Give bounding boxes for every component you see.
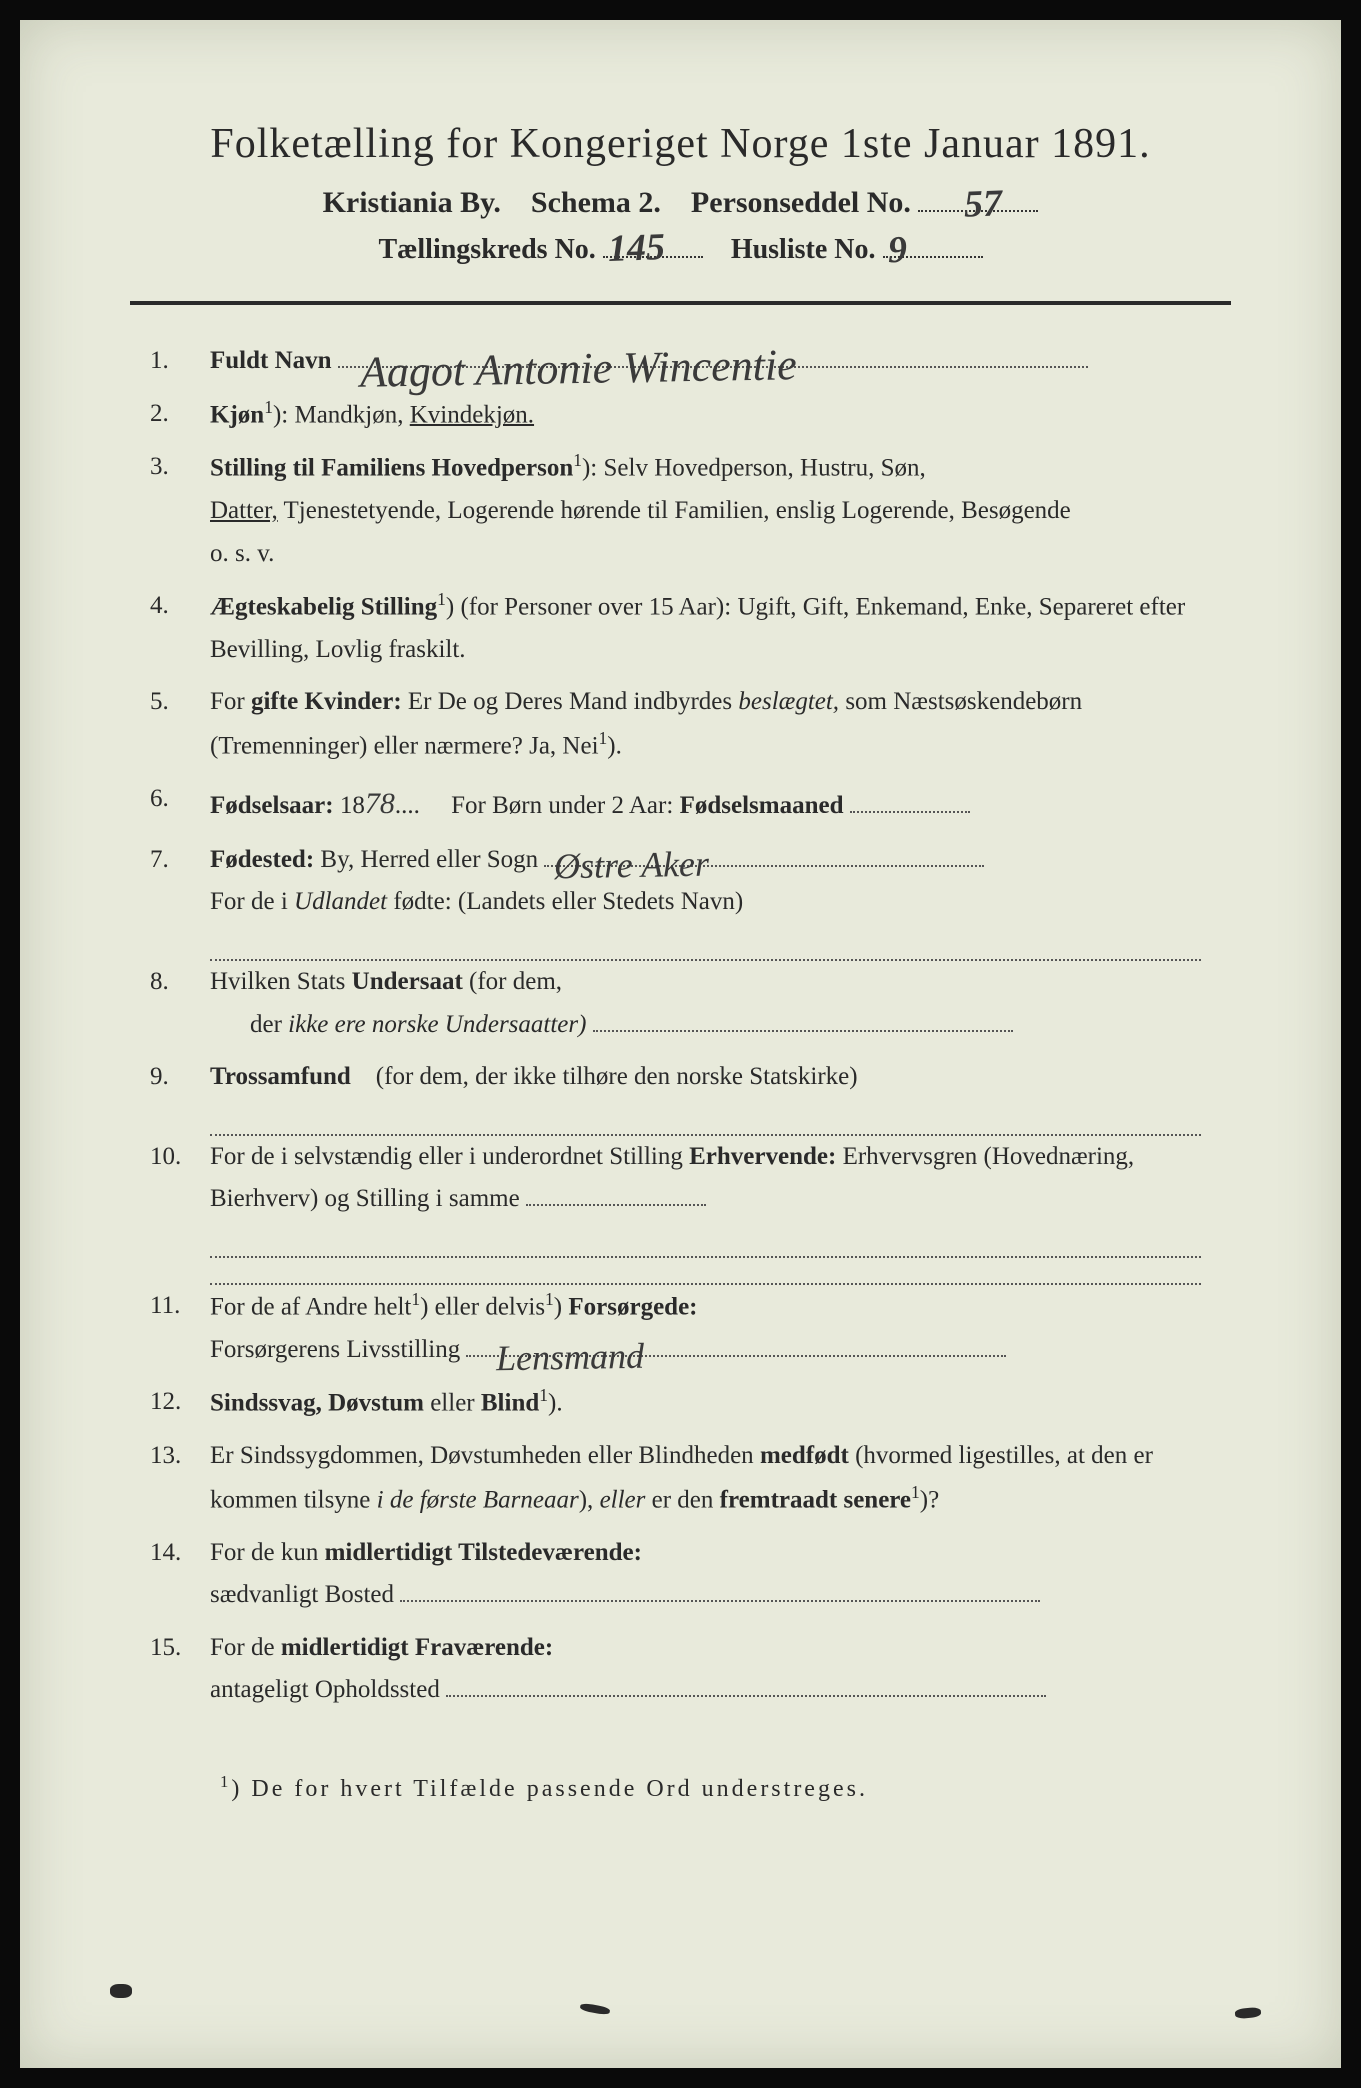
field-content: Sindssvag, Døvstum eller Blind1).: [210, 1381, 1201, 1425]
form-body: 1. Fuldt Navn Aagot Antonie Wincentie 2.…: [130, 340, 1231, 1712]
field-num: 6.: [150, 778, 210, 829]
personseddel-label: Personseddel No.: [691, 186, 911, 219]
field-15: 15. For de midlertidigt Fraværende: anta…: [150, 1627, 1201, 1712]
option-mandkjon: Mandkjøn,: [294, 401, 409, 428]
field-content: Kjøn1): Mandkjøn, Kvindekjøn.: [210, 393, 1201, 437]
field-content: Fødested: By, Herred eller Sogn Østre Ak…: [210, 839, 1201, 924]
field-label: Kjøn: [210, 401, 264, 428]
census-form-page: Folketælling for Kongeriget Norge 1ste J…: [20, 20, 1341, 2068]
livsstilling-value: Lensmand: [496, 1326, 645, 1390]
text: Selv Hovedperson, Hustru, Søn,: [604, 455, 926, 482]
field-content: For gifte Kvinder: Er De og Deres Mand i…: [210, 681, 1201, 767]
field-num: 3.: [150, 446, 210, 575]
husliste-field: 9: [883, 256, 983, 258]
field-2: 2. Kjøn1): Mandkjøn, Kvindekjøn.: [150, 393, 1201, 437]
field-label: Ægteskabelig Stilling: [210, 593, 437, 620]
field-num: 1.: [150, 340, 210, 383]
field-content: Ægteskabelig Stilling1) (for Personer ov…: [210, 585, 1201, 671]
field-12: 12. Sindssvag, Døvstum eller Blind1).: [150, 1381, 1201, 1425]
third-line: Tællingskreds No. 145 Husliste No. 9: [130, 234, 1231, 266]
field-content: For de midlertidigt Fraværende: antageli…: [210, 1627, 1201, 1712]
field-label: Stilling til Familiens Hovedperson: [210, 455, 573, 482]
field-content: For de af Andre helt1) eller delvis1) Fo…: [210, 1285, 1201, 1371]
birthplace-value: Østre Aker: [554, 833, 710, 897]
field-content: For de i selvstændig eller i underordnet…: [210, 1136, 1201, 1221]
field-num: 14.: [150, 1532, 210, 1617]
field-label: Fødselsaar:: [210, 792, 334, 819]
ink-spot: [1235, 2007, 1262, 2019]
sub-title: Kristiania By. Schema 2. Personseddel No…: [130, 186, 1231, 220]
field-num: 5.: [150, 681, 210, 767]
personseddel-value: 57: [928, 180, 1039, 228]
field-num: 11.: [150, 1285, 210, 1371]
field-4: 4. Ægteskabelig Stilling1) (for Personer…: [150, 585, 1201, 671]
field-11: 11. For de af Andre helt1) eller delvis1…: [150, 1285, 1201, 1371]
field-num: 4.: [150, 585, 210, 671]
field-content: Er Sindssygdommen, Døvstumheden eller Bl…: [210, 1435, 1201, 1521]
field-5: 5. For gifte Kvinder: Er De og Deres Man…: [150, 681, 1201, 767]
field-10: 10. For de i selvstændig eller i underor…: [150, 1136, 1201, 1221]
dotted-blank: [210, 1258, 1201, 1285]
field-6: 6. Fødselsaar: 1878.... For Børn under 2…: [150, 778, 1201, 829]
field-content: For de kun midlertidigt Tilstedeværende:…: [210, 1532, 1201, 1617]
title-text: Folketælling for Kongeriget Norge 1ste J…: [210, 121, 1039, 167]
husliste-value: 9: [887, 228, 908, 273]
ink-spot: [580, 2002, 611, 2015]
title-year: 1891.: [1051, 121, 1151, 167]
field-label: Fuldt Navn: [210, 347, 332, 374]
text: Tjenestetyende, Logerende hørende til Fa…: [284, 497, 1071, 524]
main-title: Folketælling for Kongeriget Norge 1ste J…: [130, 120, 1231, 168]
field-num: 13.: [150, 1435, 210, 1521]
city-label: Kristiania By.: [323, 186, 501, 219]
personseddel-field: 57: [918, 210, 1038, 212]
field-9: 9. Trossamfund (for dem, der ikke tilhør…: [150, 1056, 1201, 1099]
field-8: 8. Hvilken Stats Undersaat (for dem, der…: [150, 961, 1201, 1046]
option-kvindekjon: Kvindekjøn.: [410, 401, 534, 428]
field-num: 15.: [150, 1627, 210, 1712]
field-3: 3. Stilling til Familiens Hovedperson1):…: [150, 446, 1201, 575]
field-num: 7.: [150, 839, 210, 924]
ink-spot: [110, 1984, 132, 1998]
field-content: Hvilken Stats Undersaat (for dem, der ik…: [210, 961, 1201, 1046]
divider: [130, 301, 1231, 305]
selected-datter: Datter,: [210, 497, 278, 524]
dotted-blank: [210, 1231, 1201, 1258]
field-num: 10.: [150, 1136, 210, 1221]
husliste-label: Husliste No.: [731, 234, 876, 265]
field-num: 9.: [150, 1056, 210, 1099]
field-num: 12.: [150, 1381, 210, 1425]
dotted-blank: [210, 934, 1201, 961]
birth-year-value: 78: [365, 787, 395, 820]
form-header: Folketælling for Kongeriget Norge 1ste J…: [130, 120, 1231, 266]
field-7: 7. Fødested: By, Herred eller Sogn Østre…: [150, 839, 1201, 924]
field-num: 2.: [150, 393, 210, 437]
field-content: Trossamfund (for dem, der ikke tilhøre d…: [210, 1056, 1201, 1099]
osv: o. s. v.: [210, 540, 274, 567]
kreds-label: Tællingskreds No.: [378, 234, 595, 265]
schema-label: Schema 2.: [531, 186, 661, 219]
footnote: 1) De for hvert Tilfælde passende Ord un…: [220, 1772, 1231, 1803]
field-content: Stilling til Familiens Hovedperson1): Se…: [210, 446, 1201, 575]
field-label: Fødested:: [210, 846, 314, 873]
field-14: 14. For de kun midlertidigt Tilstedevære…: [150, 1532, 1201, 1617]
field-13: 13. Er Sindssygdommen, Døvstumheden elle…: [150, 1435, 1201, 1521]
field-num: 8.: [150, 961, 210, 1046]
field-content: Fuldt Navn Aagot Antonie Wincentie: [210, 340, 1201, 383]
kreds-field: 145: [603, 256, 703, 258]
field-1: 1. Fuldt Navn Aagot Antonie Wincentie: [150, 340, 1201, 383]
dotted-blank: [210, 1109, 1201, 1136]
field-content: Fødselsaar: 1878.... For Børn under 2 Aa…: [210, 778, 1201, 829]
field-label: Trossamfund: [210, 1063, 351, 1090]
kreds-value: 145: [607, 225, 666, 271]
